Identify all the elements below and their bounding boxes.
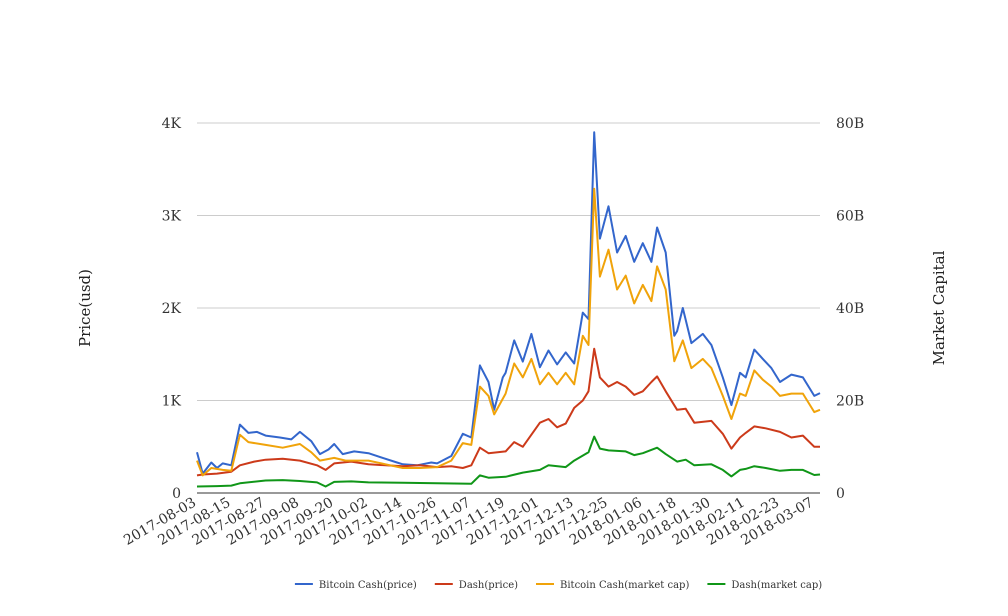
legend-label: Dash(market cap)	[731, 580, 822, 591]
series-line-bitcoin-cash-market-cap	[196, 187, 821, 477]
y-tick-label: 3K	[162, 209, 182, 225]
y-tick-label: 1K	[162, 394, 182, 410]
series-line-bitcoin-cash-price	[196, 131, 821, 475]
y2-axis-title: Market Capital	[930, 250, 948, 365]
legend-item: Dash(market cap)	[707, 580, 822, 591]
series-line-dash-price	[196, 347, 820, 477]
legend: Bitcoin Cash(price) Dash(price) Bitcoin Ca…	[294, 580, 822, 591]
series-line-dash-market-cap	[196, 435, 821, 488]
series-lines	[196, 131, 821, 488]
legend-label: Bitcoin Cash(price)	[319, 580, 417, 591]
y-axis-title: Price(usd)	[76, 269, 94, 347]
y2-tick-label: 20B	[836, 394, 864, 410]
legend-label: Bitcoin Cash(market cap)	[560, 580, 689, 591]
y-tick-label: 0	[172, 486, 181, 502]
y2-tick-label: 80B	[836, 116, 864, 132]
y2-tick-label: 60B	[836, 209, 864, 225]
legend-item: Dash(price)	[434, 580, 518, 591]
legend-item: Bitcoin Cash(market cap)	[536, 580, 689, 591]
legend-item: Bitcoin Cash(price)	[294, 580, 417, 591]
y-tick-label: 4K	[162, 116, 182, 132]
right-y-axis-ticks: 0 20B 40B 60B 80B	[836, 116, 864, 502]
left-y-axis-ticks: 0 1K 2K 3K 4K	[162, 116, 182, 502]
legend-label: Dash(price)	[459, 580, 518, 591]
y2-tick-label: 40B	[836, 301, 864, 317]
y2-tick-label: 0	[836, 486, 845, 502]
x-axis-ticks: 2017-08-032017-08-152017-08-272017-09-08…	[121, 495, 816, 549]
gridlines	[197, 122, 820, 401]
y-tick-label: 2K	[162, 301, 182, 317]
